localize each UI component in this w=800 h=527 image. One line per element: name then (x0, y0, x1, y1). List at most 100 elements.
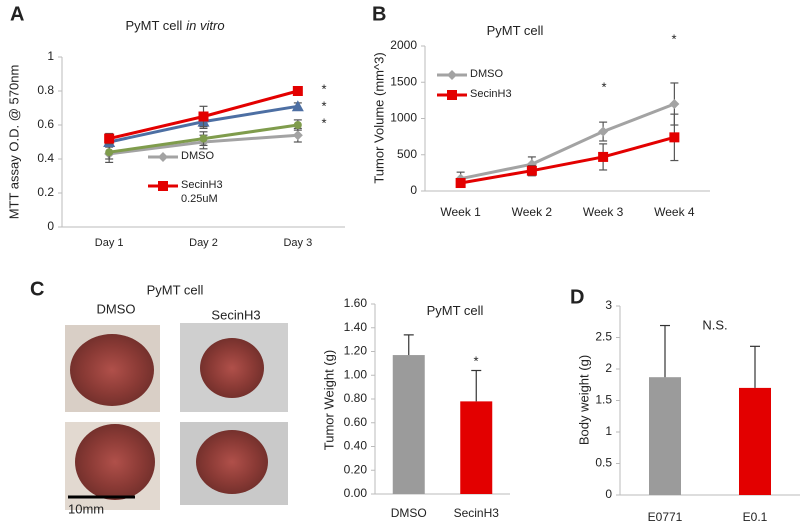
y-tick-label: 1000 (390, 111, 417, 125)
photo-title: PyMT cell (147, 282, 204, 297)
annotation: N.S. (702, 317, 727, 332)
y-tick-label: 1 (47, 49, 54, 63)
legend-entry: DMSO (470, 68, 503, 80)
legend-entry: DMSO (181, 150, 214, 162)
x-tick-label: Day 3 (283, 237, 312, 249)
y-tick-label: 3 (605, 298, 612, 312)
photo-label: SecinH3 (211, 307, 260, 322)
annotation: * (321, 115, 326, 130)
marker (158, 152, 168, 162)
y-tick-label: 1.60 (344, 296, 368, 310)
marker (291, 100, 304, 112)
y-tick-label: 0.5 (595, 456, 612, 470)
y-tick-label: 1.20 (344, 344, 368, 358)
panel-label: B (372, 3, 386, 25)
title-part: PyMT cell (125, 18, 182, 33)
x-tick-label: Day 1 (95, 237, 124, 249)
y-axis-label: Tumor Weight (g) (321, 350, 336, 450)
y-tick-label: 0.2 (37, 185, 54, 199)
tumor-image (70, 334, 154, 406)
error-bar (660, 324, 670, 378)
annotation: * (321, 81, 326, 96)
marker (447, 90, 457, 100)
error-bar (750, 345, 760, 388)
y-tick-label: 1.40 (344, 320, 368, 334)
panel-label: A (10, 3, 24, 25)
x-tick-label: Week 4 (654, 205, 695, 219)
y-tick-label: 0.80 (344, 391, 368, 405)
title-part: PyMT cell (427, 303, 484, 318)
y-tick-label: 0.20 (344, 462, 368, 476)
y-tick-label: 0 (47, 219, 54, 233)
x-tick-label: Day 2 (189, 237, 218, 249)
y-tick-label: 1.5 (595, 393, 612, 407)
title-part: PyMT cell (487, 23, 544, 38)
marker (158, 181, 168, 191)
y-tick-label: 0.00 (344, 486, 368, 500)
title-part: in vitro (186, 18, 224, 33)
marker (598, 151, 609, 162)
y-tick-label: 2 (605, 361, 612, 375)
chart-title: PyMT cell (487, 23, 544, 38)
legend-label: SecinH3 0.25uM (181, 179, 223, 205)
photo-label: DMSO (97, 301, 136, 316)
panel-label: C (30, 278, 44, 300)
y-tick-label: 1 (605, 424, 612, 438)
y-tick-label: 1.00 (344, 367, 368, 381)
y-tick-label: 0 (605, 487, 612, 501)
marker (292, 130, 303, 141)
bar (460, 401, 493, 494)
chart-title: PyMT cell in vitro (125, 18, 224, 33)
marker (669, 132, 680, 143)
y-tick-label: 0.8 (37, 83, 54, 97)
y-tick-label: 2000 (390, 38, 417, 52)
bar (649, 377, 681, 495)
marker (199, 134, 208, 143)
marker (198, 111, 209, 122)
error-bar (403, 334, 414, 356)
marker (447, 70, 457, 80)
tumor-image (75, 424, 155, 500)
marker (526, 165, 537, 176)
bar (392, 355, 425, 494)
line (460, 102, 675, 181)
y-axis-label: Tumor Volume (mm^3) (371, 52, 386, 183)
panel-label: D (570, 286, 584, 308)
legend-entry: SecinH3 (470, 88, 512, 100)
marker (105, 148, 114, 157)
marker (293, 121, 302, 129)
annotation: * (671, 31, 676, 46)
x-tick-label: Week 2 (512, 205, 553, 219)
tumor-image (200, 338, 264, 398)
x-tick-label: SecinH3 (454, 506, 500, 520)
annotation: * (473, 353, 478, 368)
y-axis-label: MTT assay O.D. @ 570nm (6, 65, 21, 220)
chart-title: PyMT cell (427, 303, 484, 318)
y-tick-label: 0.4 (37, 151, 54, 165)
annotation: * (601, 79, 606, 94)
marker (292, 86, 303, 96)
legend-entry: SecinH3 0.25uM (181, 179, 223, 205)
photo-panel: PyMT cell DMSO SecinH3 10mm (65, 282, 288, 516)
marker (455, 178, 466, 189)
x-tick-label: Week 3 (583, 205, 624, 219)
line (460, 135, 675, 185)
y-tick-label: 0 (410, 183, 417, 197)
x-tick-label: E0.1 (743, 510, 768, 524)
y-tick-label: 0.6 (37, 117, 54, 131)
scale-bar-label: 10mm (68, 501, 104, 516)
error-bar (471, 369, 482, 402)
x-tick-label: Week 1 (440, 205, 481, 219)
legend-label: DMSO (181, 150, 214, 162)
y-axis-label: Body weight (g) (576, 355, 591, 445)
tumor-image (196, 430, 268, 494)
y-tick-label: 0.60 (344, 415, 368, 429)
marker (669, 99, 680, 109)
marker (104, 133, 115, 144)
y-tick-label: 500 (397, 147, 417, 161)
legend-label: DMSO (470, 68, 503, 80)
y-tick-label: 1500 (390, 74, 417, 88)
bar (739, 387, 771, 495)
